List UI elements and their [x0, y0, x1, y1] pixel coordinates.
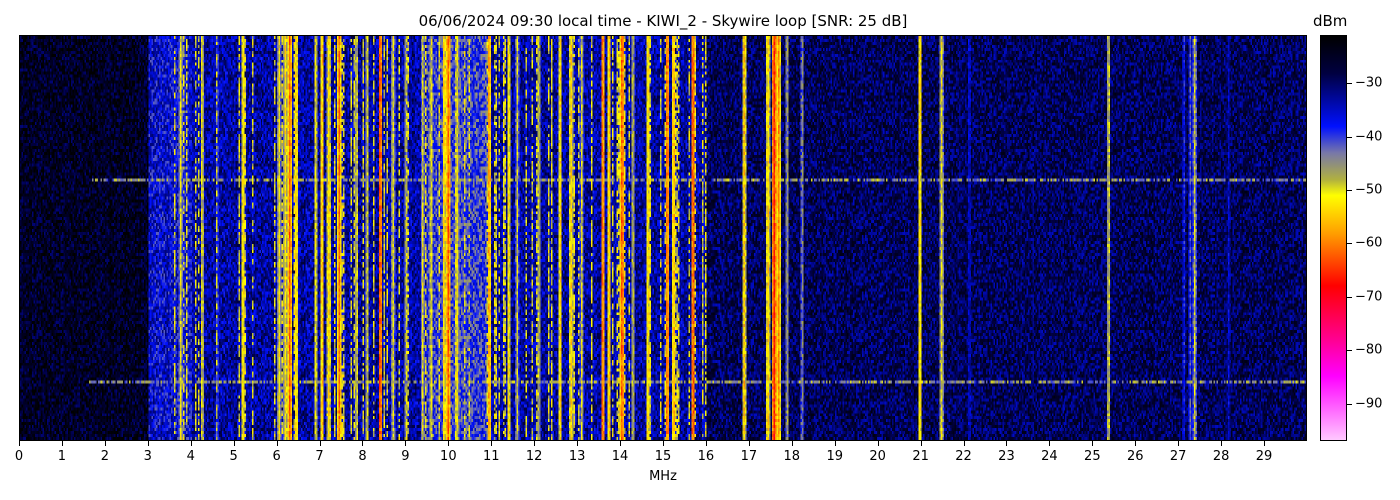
x-tick-label: 2: [100, 449, 109, 464]
x-tick-label: 25: [1084, 449, 1101, 464]
x-tick: [577, 441, 579, 446]
waterfall-heatmap: [20, 36, 1306, 440]
x-tick-label: 21: [912, 449, 929, 464]
x-tick: [276, 441, 278, 446]
x-tick: [963, 441, 965, 446]
x-tick-label: 10: [440, 449, 457, 464]
x-tick: [620, 441, 622, 446]
colorbar-label: dBm: [1313, 12, 1348, 30]
x-tick: [877, 441, 879, 446]
x-tick: [1049, 441, 1051, 446]
x-tick-label: 19: [826, 449, 843, 464]
x-tick: [1135, 441, 1137, 446]
colorbar-tick: [1347, 296, 1352, 298]
colorbar-tick-label: −70: [1355, 289, 1383, 305]
colorbar-tick-label: −50: [1355, 182, 1383, 198]
x-tick-label: 3: [143, 449, 152, 464]
x-tick: [1178, 441, 1180, 446]
x-tick: [19, 441, 20, 446]
x-tick: [920, 441, 922, 446]
x-tick-label: 29: [1255, 449, 1273, 464]
x-tick-label: 26: [1126, 449, 1144, 464]
x-tick: [748, 441, 750, 446]
colorbar-tick-label: −30: [1355, 75, 1383, 91]
x-tick-label: 9: [401, 449, 410, 464]
x-tick-label: 27: [1169, 449, 1187, 464]
x-tick: [834, 441, 836, 446]
x-tick: [1006, 441, 1008, 446]
x-tick: [534, 441, 536, 446]
x-tick-label: 23: [998, 449, 1015, 464]
colorbar-tick: [1347, 243, 1352, 245]
x-tick: [362, 441, 364, 446]
colorbar-tick-label: −40: [1355, 129, 1383, 144]
x-tick-label: 16: [697, 449, 715, 464]
colorbar-tick: [1347, 403, 1352, 405]
x-tick-label: 24: [1041, 449, 1058, 464]
x-tick-label: 4: [186, 449, 195, 464]
x-tick: [147, 441, 149, 446]
x-tick-label: 18: [783, 449, 801, 464]
x-tick: [190, 441, 192, 446]
x-tick-label: 7: [315, 449, 324, 464]
x-tick-label: 0: [14, 449, 24, 464]
x-tick-label: 13: [568, 449, 586, 464]
colorbar-tick: [1347, 136, 1352, 138]
colorbar-tick: [1347, 350, 1352, 352]
chart-title: 06/06/2024 09:30 local time - KIWI_2 - S…: [418, 12, 908, 30]
colorbar-tick-label: −60: [1355, 235, 1383, 251]
colorbar-tick: [1347, 83, 1352, 85]
x-tick: [61, 441, 63, 446]
x-tick-label: 12: [525, 449, 543, 464]
x-tick: [791, 441, 793, 446]
x-tick: [233, 441, 235, 446]
x-tick: [405, 441, 407, 446]
x-tick-label: 20: [869, 449, 886, 464]
x-tick-label: 22: [955, 449, 972, 464]
x-tick: [663, 441, 664, 446]
x-tick: [491, 441, 493, 446]
x-tick: [1264, 441, 1266, 446]
colorbar-tick-label: −90: [1355, 396, 1383, 412]
x-tick-label: 28: [1212, 449, 1230, 464]
x-tick: [1221, 441, 1223, 446]
x-axis-label: MHz: [649, 469, 677, 484]
x-tick: [319, 441, 321, 446]
x-tick-label: 5: [229, 449, 238, 464]
x-tick-label: 17: [740, 449, 758, 464]
colorbar: [1320, 35, 1347, 441]
x-tick: [104, 441, 106, 446]
x-tick-label: 1: [57, 449, 67, 464]
x-tick: [705, 441, 707, 446]
waterfall-plot: [19, 35, 1307, 441]
x-tick: [1092, 441, 1094, 446]
colorbar-tick-label: −80: [1355, 342, 1383, 358]
x-tick-label: 8: [358, 449, 367, 464]
x-tick: [448, 441, 450, 446]
x-tick-label: 6: [272, 449, 281, 464]
x-tick-label: 14: [611, 449, 629, 464]
x-tick-label: 11: [482, 449, 500, 464]
x-tick-label: 15: [654, 449, 672, 464]
colorbar-tick: [1347, 189, 1352, 191]
